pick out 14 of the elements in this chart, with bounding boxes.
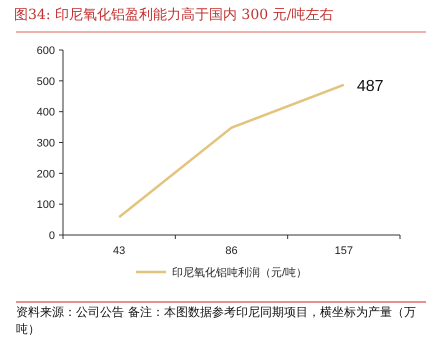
- legend-label: 印尼氧化铝吨利润（元/吨）: [172, 266, 308, 279]
- y-tick-label: 500: [36, 76, 55, 88]
- x-tick-label: 43: [113, 245, 126, 257]
- text: 资料来源：公司公告 备注：本图数据参考印尼同期项目，横坐标为产量（万吨）: [16, 304, 417, 338]
- y-tick-label: 400: [36, 106, 55, 119]
- x-tick-label: 157: [334, 245, 354, 257]
- y-tick-label: 300: [36, 138, 55, 150]
- y-tick-label: 600: [36, 45, 55, 57]
- y-tick-label: 0: [48, 230, 55, 242]
- y-tick-label: 100: [36, 199, 55, 212]
- y-tick-label: 200: [36, 168, 55, 180]
- chart-title: 图34: 印尼氧化铝盈利能力高于国内 300 元/吨左右: [14, 7, 334, 23]
- data-label: 487: [356, 78, 384, 95]
- x-tick-label: 86: [225, 245, 238, 257]
